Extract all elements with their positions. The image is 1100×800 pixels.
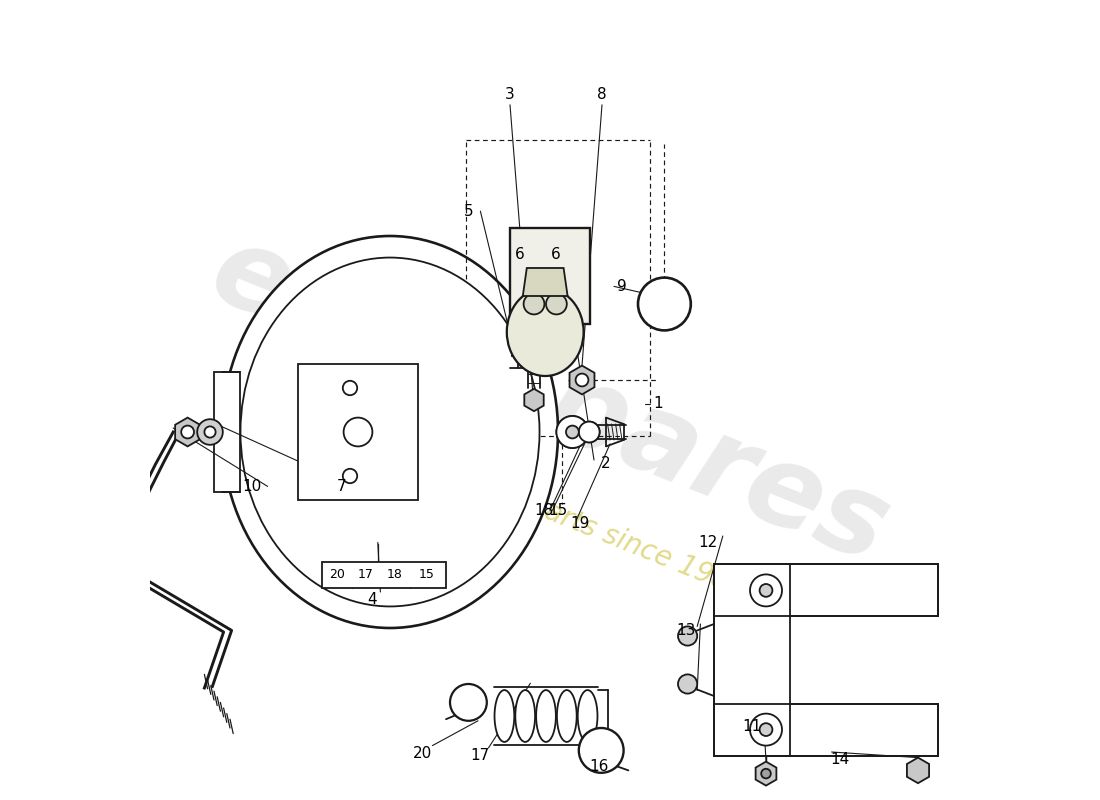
Ellipse shape	[557, 690, 576, 742]
Text: 12: 12	[698, 535, 718, 550]
Circle shape	[205, 426, 216, 438]
Circle shape	[197, 419, 223, 445]
Circle shape	[182, 426, 194, 438]
Text: 18: 18	[387, 568, 403, 582]
Circle shape	[557, 416, 588, 448]
Ellipse shape	[515, 690, 535, 742]
Text: 13: 13	[676, 623, 695, 638]
Text: 17: 17	[471, 749, 490, 763]
Ellipse shape	[536, 690, 556, 742]
Polygon shape	[906, 758, 930, 783]
Circle shape	[566, 426, 579, 438]
Text: 10: 10	[242, 479, 261, 494]
Bar	[512, 324, 556, 356]
Text: 20: 20	[329, 568, 345, 582]
Text: 14: 14	[830, 753, 849, 767]
Polygon shape	[525, 294, 543, 314]
Circle shape	[343, 469, 358, 483]
Ellipse shape	[578, 690, 597, 742]
Circle shape	[343, 418, 373, 446]
Circle shape	[761, 769, 771, 778]
Bar	[322, 562, 446, 588]
Circle shape	[760, 584, 772, 597]
Circle shape	[638, 278, 691, 330]
Text: 3: 3	[505, 87, 515, 102]
Polygon shape	[756, 762, 777, 786]
Circle shape	[579, 422, 600, 442]
Circle shape	[760, 723, 772, 736]
Polygon shape	[570, 366, 594, 394]
Circle shape	[579, 422, 600, 442]
Circle shape	[750, 714, 782, 746]
Circle shape	[750, 574, 782, 606]
Text: 9: 9	[617, 279, 627, 294]
Text: 15: 15	[549, 503, 568, 518]
Circle shape	[648, 288, 681, 320]
Text: 11: 11	[742, 719, 761, 734]
Ellipse shape	[241, 258, 539, 606]
Text: 7: 7	[338, 479, 346, 494]
Ellipse shape	[557, 308, 572, 330]
Circle shape	[575, 374, 589, 386]
Ellipse shape	[495, 690, 515, 742]
Text: 5: 5	[463, 204, 473, 218]
Bar	[214, 372, 240, 492]
Ellipse shape	[222, 236, 558, 628]
Circle shape	[524, 294, 544, 314]
Polygon shape	[714, 564, 938, 756]
Polygon shape	[175, 418, 200, 446]
Text: 8: 8	[597, 87, 607, 102]
Text: 17: 17	[359, 568, 374, 582]
Circle shape	[678, 674, 697, 694]
Text: 16: 16	[590, 759, 608, 774]
Circle shape	[678, 626, 697, 646]
Text: 19: 19	[571, 517, 590, 531]
Circle shape	[557, 416, 588, 448]
Ellipse shape	[518, 308, 534, 330]
Polygon shape	[548, 294, 565, 314]
Text: 2: 2	[602, 457, 610, 471]
Text: 15: 15	[419, 568, 435, 582]
Circle shape	[460, 694, 477, 711]
Bar	[510, 228, 590, 324]
Polygon shape	[298, 364, 418, 500]
Circle shape	[590, 739, 613, 762]
Circle shape	[546, 294, 566, 314]
Text: eurospares: eurospares	[196, 214, 904, 586]
Text: a passion for parts since 1985: a passion for parts since 1985	[350, 421, 750, 603]
Circle shape	[343, 381, 358, 395]
Text: 6: 6	[551, 247, 561, 262]
Text: 18: 18	[535, 503, 554, 518]
Circle shape	[450, 684, 487, 721]
Text: 4: 4	[367, 593, 377, 607]
Polygon shape	[525, 389, 543, 411]
Ellipse shape	[507, 288, 584, 376]
Polygon shape	[522, 268, 568, 296]
Text: 1: 1	[653, 397, 663, 411]
Text: 6: 6	[515, 247, 525, 262]
Text: 20: 20	[414, 746, 432, 761]
Circle shape	[579, 728, 624, 773]
